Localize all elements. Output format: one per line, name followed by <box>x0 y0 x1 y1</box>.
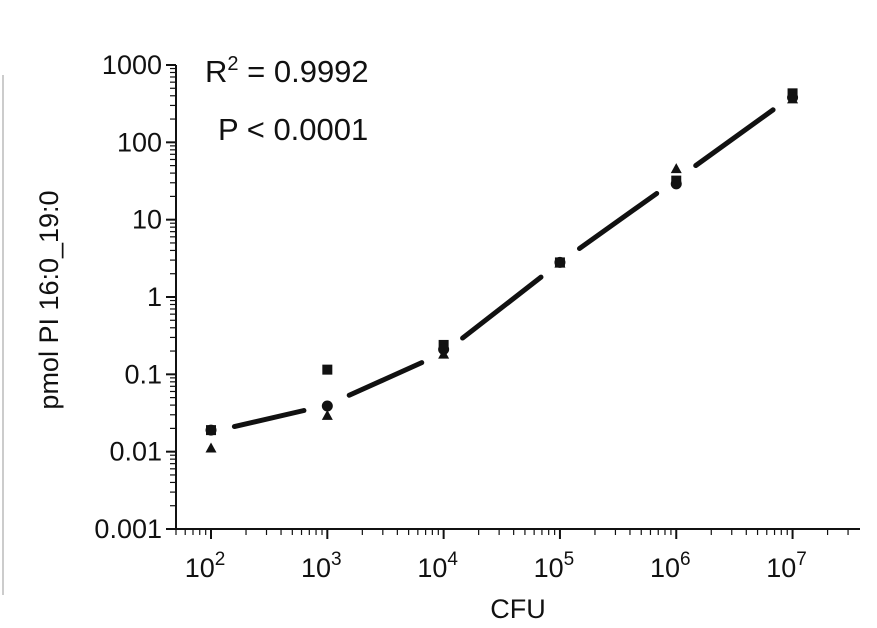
x-tick-label: 107 <box>766 549 807 583</box>
x-tick-label: 105 <box>534 549 575 583</box>
fit-line-segment <box>460 274 544 341</box>
axes: 0.001 0.01 0.1 1 10 100 1000 102 103 104 105 106 107 <box>94 50 860 583</box>
y-axis-label: pmol PI 16:0_19:0 <box>34 190 64 409</box>
y-tick-label: 1000 <box>102 50 162 80</box>
square-marker <box>322 364 333 375</box>
fit-line-segment <box>693 107 776 169</box>
x-axis-label: CFU <box>490 594 546 624</box>
fit-line-segment <box>231 407 307 430</box>
y-tick-label: 0.001 <box>94 514 162 544</box>
y-tick-label: 100 <box>117 127 162 157</box>
marks <box>205 88 799 453</box>
x-tick-label: 104 <box>417 549 458 583</box>
triangle-marker <box>554 257 566 268</box>
y-tick-label: 1 <box>147 282 162 312</box>
circle-marker <box>205 424 217 436</box>
triangle-marker <box>205 442 217 453</box>
p-value-annotation: P < 0.0001 <box>218 112 368 147</box>
y-tick-label: 0.1 <box>124 359 162 389</box>
x-tick-label: 102 <box>185 549 226 583</box>
circle-marker <box>670 178 682 190</box>
x-tick-label: 106 <box>650 549 691 583</box>
triangle-marker <box>321 409 333 420</box>
y-tick-label: 0.01 <box>109 437 162 467</box>
fit-line-segment <box>346 360 425 398</box>
y-tick-label: 10 <box>132 205 162 235</box>
triangle-marker <box>670 163 682 174</box>
triangle-marker <box>438 348 450 359</box>
triangle-marker <box>787 93 799 104</box>
fit-line-segment <box>576 190 660 251</box>
circle-marker <box>321 400 333 412</box>
r-squared-annotation: R2 = 0.9992 <box>205 53 369 89</box>
x-tick-label: 103 <box>301 549 342 583</box>
